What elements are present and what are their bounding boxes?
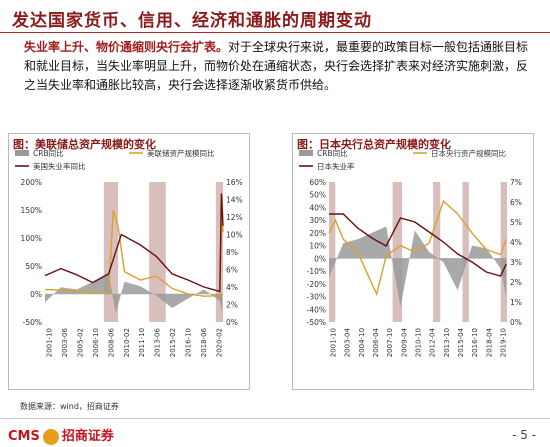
right-tick-label: 3% <box>510 258 522 267</box>
x-tick-label: 2003-04 <box>344 327 352 357</box>
legend-label: 日本失业率 <box>317 161 355 171</box>
right-tick-label: 14% <box>226 196 243 205</box>
right-tick-label: 16% <box>226 178 243 187</box>
left-tick-label: -50% <box>23 318 42 327</box>
left-tick-label: 50% <box>25 262 42 271</box>
left-tick-label: 0% <box>314 254 326 263</box>
shaded-period <box>462 182 469 322</box>
legend-label: CRB同比 <box>33 148 64 158</box>
page-number: - 5 - <box>512 428 536 442</box>
shaded-period <box>215 182 223 322</box>
x-tick-label: 2001-10 <box>330 328 338 357</box>
series-unemployment-line <box>329 213 507 277</box>
left-tick-label: 40% <box>309 203 326 212</box>
x-tick-label: 2009-04 <box>400 327 408 357</box>
x-tick-label: 2012-04 <box>429 327 437 357</box>
x-tick-label: 2005-02 <box>76 328 84 357</box>
company-logo: CMS 招商证券 <box>8 425 114 445</box>
x-tick-label: 2018-04 <box>485 327 493 357</box>
chart-title: 图：日本央行总资产规模的变化 <box>297 138 451 151</box>
series-unemployment-line <box>44 193 224 293</box>
footer-divider <box>0 418 550 419</box>
series-balance-line <box>328 199 507 297</box>
x-tick-label: 2016-10 <box>471 328 479 357</box>
left-tick-label: -20% <box>307 280 326 289</box>
shaded-period <box>149 182 166 322</box>
x-tick-label: 2019-10 <box>500 328 508 357</box>
x-tick-label: 2016-10 <box>185 328 193 357</box>
right-tick-label: 6% <box>226 266 238 275</box>
shaded-period <box>433 182 441 322</box>
x-tick-label: 2013-10 <box>443 328 451 357</box>
legend-label: CRB同比 <box>317 148 348 158</box>
x-tick-label: 2018-06 <box>200 327 208 357</box>
right-tick-label: 1% <box>510 298 522 307</box>
x-tick-label: 2003-06 <box>61 328 69 358</box>
logo-text: CMS <box>8 429 40 444</box>
right-tick-label: 8% <box>226 248 238 257</box>
right-tick-label: 10% <box>226 231 243 240</box>
data-source: 数据来源：wind，招商证券 <box>20 402 119 411</box>
x-tick-label: 2011-10 <box>138 328 146 357</box>
left-tick-label: -10% <box>307 267 326 276</box>
x-tick-label: 2013-06 <box>154 327 162 357</box>
left-tick-label: -50% <box>307 318 326 327</box>
left-tick-label: 60% <box>309 178 326 187</box>
right-tick-label: 2% <box>226 301 238 310</box>
logo-cn: 招商证券 <box>61 429 114 444</box>
chart-panel-fed: 图：美联储总资产规模的变化 CRB同比 美联储资产规模同比美国失业率同比 200% 1… <box>8 133 250 390</box>
left-tick-label: 10% <box>309 242 326 251</box>
left-tick-label: 0% <box>30 290 42 299</box>
x-tick-label: 2010-02 <box>123 328 131 357</box>
shaded-period <box>329 182 336 322</box>
left-tick-label: 100% <box>21 234 42 243</box>
right-tick-label: 4% <box>226 283 238 292</box>
logo-badge-icon <box>42 428 59 445</box>
legend-swatch <box>299 150 313 156</box>
paragraph-lead: 失业率上升、物价通缩则央行会扩表。 <box>24 40 229 54</box>
x-tick-label: 2006-10 <box>92 328 100 357</box>
x-tick-label: 2006-04 <box>372 327 380 357</box>
left-tick-label: 150% <box>21 206 42 215</box>
legend-swatch <box>15 150 29 156</box>
chart-title: 图：美联储总资产规模的变化 <box>13 138 156 151</box>
legend-label: 美国失业率同比 <box>33 161 86 171</box>
x-tick-label: 2015-04 <box>457 327 465 357</box>
page-title: 发达国家货币、信用、经济和通胀的周期变动 <box>12 11 372 31</box>
right-tick-label: 5% <box>510 218 522 227</box>
x-tick-label: 2015-02 <box>169 328 177 357</box>
intro-paragraph: 失业率上升、物价通缩则央行会扩表。对于全球央行来说，最重要的政策目标一般包括通胀… <box>24 38 534 95</box>
right-tick-label: 7% <box>510 178 522 187</box>
left-tick-label: -40% <box>307 305 326 314</box>
chart-panel-boj: 图：日本央行总资产规模的变化 CRB同比 日本央行资产规模同比日本失业率 60% 50… <box>292 133 534 390</box>
right-tick-label: 2% <box>510 278 522 287</box>
x-tick-label: 2020-02 <box>216 328 224 357</box>
right-tick-label: 6% <box>510 198 522 207</box>
x-tick-label: 2008-06 <box>107 327 115 357</box>
legend-label: 日本央行资产规模同比 <box>431 148 506 158</box>
left-tick-label: 30% <box>309 216 326 225</box>
x-tick-label: 2001-10 <box>46 328 54 357</box>
x-tick-label: 2010-10 <box>415 328 423 357</box>
x-tick-label: 2007-10 <box>386 328 394 357</box>
left-tick-label: -30% <box>307 293 326 302</box>
x-tick-label: 2004-10 <box>358 328 366 357</box>
left-tick-label: 50% <box>309 191 326 200</box>
right-tick-label: 0% <box>226 318 238 327</box>
paragraph-body: 对于全球央行来说，最重要的政策目标一般包括通胀目标和就业目标，当失业率明显上升，… <box>24 40 529 92</box>
left-tick-label: 20% <box>309 229 326 238</box>
shaded-period <box>500 182 507 322</box>
shaded-period <box>392 182 403 322</box>
right-tick-label: 4% <box>510 238 522 247</box>
series-cpi-area <box>45 272 223 314</box>
series-cpi-area <box>329 226 507 307</box>
right-tick-label: 12% <box>226 213 243 222</box>
legend-label: 美联储资产规模同比 <box>147 148 215 158</box>
title-divider <box>0 32 550 33</box>
series-balance-line <box>44 198 224 297</box>
left-tick-label: 200% <box>21 178 42 187</box>
right-tick-label: 0% <box>510 318 522 327</box>
